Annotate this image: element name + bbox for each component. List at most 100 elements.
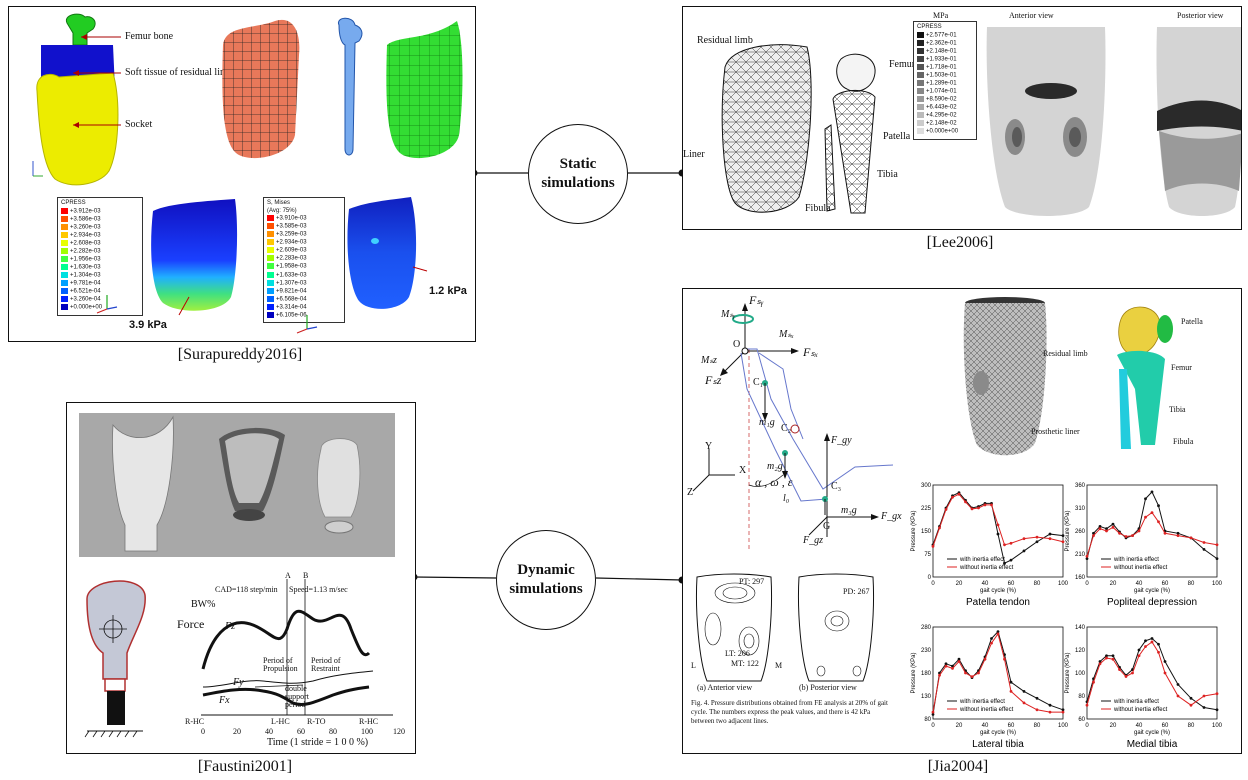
legend-entry: +3.259e-03 xyxy=(267,231,341,239)
data-point xyxy=(983,503,987,507)
x-tick-label: 60 xyxy=(1162,581,1169,587)
g-label: G xyxy=(823,521,831,532)
data-point xyxy=(951,495,954,499)
jia-residual-limb-label: Residual limb xyxy=(1043,349,1088,358)
x-tick-label: 60 xyxy=(1008,581,1015,587)
time-tick-label: 80 xyxy=(329,727,337,736)
x-axis-label: gait cycle (%) xyxy=(980,588,1016,594)
legend-swatch xyxy=(61,304,68,311)
x-axis-label: X xyxy=(739,465,747,476)
legend-value: +1.933e-01 xyxy=(926,56,957,63)
lo-label: l₀ xyxy=(783,493,790,504)
legend-value: +9.821e-04 xyxy=(276,288,307,295)
y-tick-label: 130 xyxy=(921,694,932,700)
chart-title: Patella tendon xyxy=(966,597,1030,608)
y-axis-label: Pressure (KPa) xyxy=(1065,510,1071,551)
y-tick-label: 120 xyxy=(1075,648,1086,654)
legend-swatch xyxy=(267,295,274,302)
legend-swatch xyxy=(61,296,68,303)
gait-event-label: L-HC xyxy=(271,717,290,726)
socket-mesh-figure xyxy=(222,19,300,159)
propulsion-label: Period of Propulsion xyxy=(263,656,298,673)
data-point xyxy=(1118,531,1121,535)
jia-fibula-label: Fibula xyxy=(1173,437,1194,446)
fgz-label: F_gz xyxy=(803,535,823,546)
x-tick-label: 100 xyxy=(1058,581,1069,587)
data-point xyxy=(1150,511,1154,514)
data-point xyxy=(1202,541,1206,544)
legend-entry: +3.912e-03 xyxy=(61,207,139,216)
data-point xyxy=(1003,657,1006,661)
data-point xyxy=(1022,690,1026,693)
legend-entry: +1.307e-03 xyxy=(267,279,341,288)
legend-value: +6.105e-06 xyxy=(276,312,307,319)
legend-label: with inertia effect xyxy=(1113,557,1159,563)
bw-label: BW% xyxy=(191,599,216,610)
x-tick-label: 100 xyxy=(1212,723,1223,729)
y-tick-label: 60 xyxy=(1078,717,1085,723)
double-support-label: double support period xyxy=(285,684,309,709)
legend-entry: +3.910e-03 xyxy=(267,215,341,223)
legend-entry: +2.608e-03 xyxy=(61,239,139,248)
legend-entry: +2.148e-02 xyxy=(917,120,973,128)
data-point xyxy=(970,507,974,511)
posterior-view-label: Posterior view xyxy=(1177,11,1224,20)
chart-frame xyxy=(932,626,1064,720)
mises-legend-title: S, Mises xyxy=(267,200,291,206)
legend-value: +1.630e-03 xyxy=(70,264,101,271)
posterior-pressure-map xyxy=(1156,27,1241,216)
y-tick-label: 80 xyxy=(1078,694,1085,700)
legend-label: without inertia effect xyxy=(959,565,1014,571)
data-point xyxy=(1124,535,1128,538)
mises-legend-entries: +3.910e-03 +3.585e-03 +3.259e-03 +2.934e-03… xyxy=(267,215,341,320)
fz-curve-label: Fz xyxy=(225,621,235,632)
data-point xyxy=(1035,708,1039,712)
gait-event-label: R-HC xyxy=(359,717,379,726)
data-point xyxy=(931,710,935,714)
pd-label: PD: 267 xyxy=(843,587,870,596)
data-point xyxy=(1009,541,1013,545)
data-point xyxy=(1163,531,1167,535)
faustini-caption: [Faustini2001] xyxy=(197,758,293,775)
data-point xyxy=(1189,536,1193,540)
y-tick-label: 310 xyxy=(1075,506,1086,512)
mt-label: MT: 122 xyxy=(731,659,759,668)
legend-entry: +1.289e-01 xyxy=(917,79,973,88)
mises-legend-subtitle: (Avg: 75%) xyxy=(267,207,297,214)
legend-entry: +6.521e-04 xyxy=(61,288,139,296)
cpress-legend-title: CPRESS xyxy=(61,200,86,206)
data-point xyxy=(996,523,1000,527)
data-point xyxy=(1157,520,1160,524)
legend-label: with inertia effect xyxy=(959,699,1005,705)
x-axis-label: gait cycle (%) xyxy=(980,730,1016,736)
legend-value: +1.718e-01 xyxy=(926,64,957,71)
data-point xyxy=(990,503,993,507)
legend-entry: +1.718e-01 xyxy=(917,63,973,72)
chart-title: Medial tibia xyxy=(1127,739,1178,750)
legend-entry: +2.577e-01 xyxy=(917,31,973,40)
legend-entry: +2.362e-01 xyxy=(917,39,973,48)
data-point xyxy=(996,632,1000,636)
legend-value: +2.362e-01 xyxy=(926,40,957,47)
legend-value: +0.000e+00 xyxy=(70,305,103,312)
legend-value: +1.307e-03 xyxy=(276,280,307,287)
legend-swatch xyxy=(61,288,68,295)
fgx-label: F_gx xyxy=(881,511,902,522)
residual-limb-mesh xyxy=(721,44,812,213)
data-point xyxy=(1061,710,1065,714)
legend-entry: +9.781e-04 xyxy=(61,280,139,288)
legend-value: +2.934e-03 xyxy=(276,239,307,246)
data-point xyxy=(1111,522,1115,526)
data-point xyxy=(1150,637,1154,640)
legend-value: +3.910e-03 xyxy=(276,215,307,222)
legend-swatch xyxy=(267,255,274,262)
jia-pressure-charts: 0 20 40 60 80 100 0 75 150 225 300 gait cycle (%) Pr… xyxy=(911,483,1223,750)
legend-value: +3.260e-03 xyxy=(70,224,101,231)
fsy-label: Fₛᵧ xyxy=(749,293,764,307)
legend-swatch xyxy=(917,128,924,135)
femur-bone-label: Femur bone xyxy=(125,31,174,42)
m-side-label: M xyxy=(775,661,783,670)
anterior-pressure-map xyxy=(986,27,1106,216)
legend-entry: +6.105e-06 xyxy=(267,311,341,320)
annotation-arrows xyxy=(73,34,121,128)
